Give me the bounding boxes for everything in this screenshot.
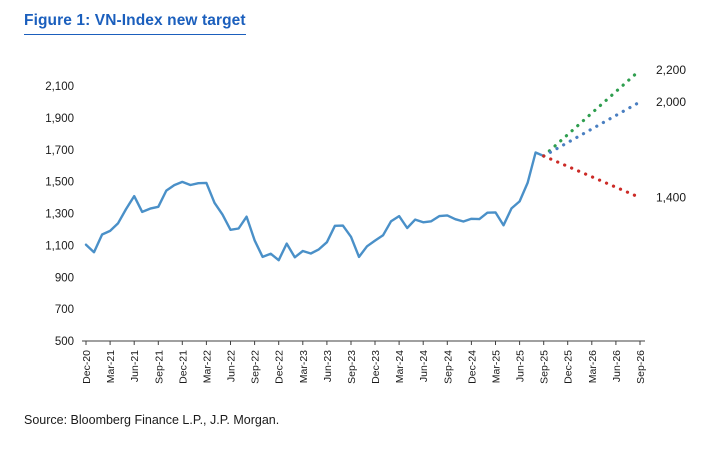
x-tick-label: Dec-25 [563, 350, 575, 384]
y-tick-label: 700 [55, 304, 74, 316]
y-tick-label: 1,100 [45, 240, 74, 252]
figure-header: Figure 1: VN-Index new target [0, 12, 722, 35]
target-label: 2,000 [656, 95, 686, 109]
x-tick-label: Sep-26 [635, 350, 647, 384]
target-label: 2,200 [656, 63, 686, 77]
x-tick-label: Sep-24 [442, 350, 454, 384]
y-tick-label: 1,300 [45, 209, 74, 221]
x-tick-label: Jun-24 [418, 350, 430, 382]
x-tick-label: Sep-21 [153, 350, 165, 384]
series-target_2200 [542, 68, 642, 158]
y-tick-label: 900 [55, 272, 74, 284]
x-tick-label: Sep-23 [346, 350, 358, 384]
x-tick-label: Dec-24 [466, 350, 478, 384]
x-tick-label: Dec-20 [81, 350, 93, 384]
series-vn_index [84, 151, 545, 262]
y-tick-label: 2,100 [45, 81, 74, 93]
x-tick-label: Dec-23 [370, 350, 382, 384]
x-tick-label: Mar-23 [298, 350, 310, 383]
target-label: 1,400 [656, 191, 686, 205]
y-tick-label: 1,900 [45, 113, 74, 125]
x-tick-label: Jun-22 [226, 350, 238, 382]
x-tick-label: Sep-25 [539, 350, 551, 384]
x-tick-label: Mar-25 [491, 350, 503, 383]
series-target_1400 [542, 154, 642, 200]
y-tick-label: 1,700 [45, 145, 74, 157]
x-tick-label: Dec-21 [177, 350, 189, 384]
x-tick-label: Dec-22 [274, 350, 286, 384]
vn-index-chart: 500 700 900 1,100 1,300 1,500 1,700 1,900 2,100 D… [0, 45, 722, 403]
y-tick-label: 500 [55, 336, 74, 348]
x-tick-label: Mar-21 [105, 350, 117, 383]
x-tick-label: Jun-23 [322, 350, 334, 382]
x-tick-label: Jun-26 [611, 350, 623, 382]
x-axis-labels: Dec-20 Mar-21 Jun-21 Sep-21 Dec-21 Mar-22 Jun-… [81, 341, 647, 384]
series-target_2000 [542, 100, 642, 158]
y-axis-labels: 500 700 900 1,100 1,300 1,500 1,700 1,900 2,100 [45, 81, 74, 348]
figure-title: Figure 1: VN-Index new target [24, 12, 246, 35]
x-tick-label: Mar-22 [201, 350, 213, 383]
x-tick-label: Jun-21 [129, 350, 141, 382]
x-tick-label: Sep-22 [250, 350, 262, 384]
y-tick-label: 1,500 [45, 177, 74, 189]
x-tick-label: Mar-24 [394, 350, 406, 383]
source-note: Source: Bloomberg Finance L.P., J.P. Mor… [24, 413, 280, 427]
line-chart-canvas: 500 700 900 1,100 1,300 1,500 1,700 1,900 2,100 D… [45, 63, 686, 384]
x-tick-label: Jun-25 [515, 350, 527, 382]
x-tick-label: Mar-26 [587, 350, 599, 383]
